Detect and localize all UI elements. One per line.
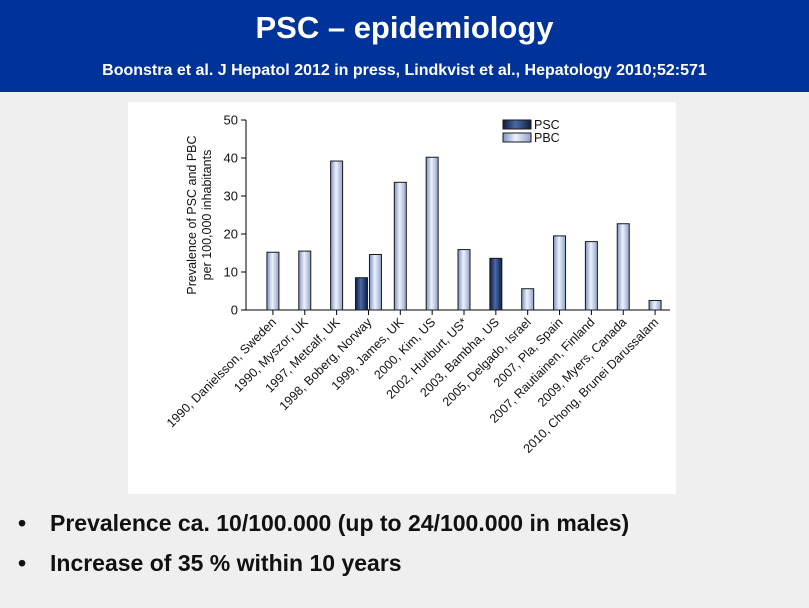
y-axis-label: Prevalence of PSC and PBC [185, 135, 199, 294]
legend-label-pbc: PBC [534, 131, 560, 145]
y-tick-label: 20 [224, 227, 238, 242]
page-title: PSC – epidemiology [255, 10, 554, 45]
chart-panel: 0 10 20 30 40 50 1990, Danielsson, Sweden 1990… [128, 102, 676, 494]
bullet-item: • Increase of 35 % within 10 years [18, 548, 798, 588]
y-tick-label: 40 [224, 151, 238, 166]
y-axis-label: per 100,000 inhabitants [200, 150, 214, 281]
y-tick-label: 0 [231, 303, 238, 318]
bar-pbc [648, 300, 662, 311]
bullet-item: • Prevalence ca. 10/100.000 (up to 24/10… [18, 508, 798, 548]
y-tick-label: 50 [224, 113, 238, 128]
bar-psc [354, 277, 368, 311]
y-tick-label: 30 [224, 189, 238, 204]
legend-swatch-pbc [502, 132, 532, 143]
bar-pbc [266, 251, 280, 311]
bar-pbc [584, 241, 598, 311]
bullet-text: Prevalence ca. 10/100.000 (up to 24/100.… [50, 510, 630, 536]
title-bar: PSC – epidemiology Boonstra et al. J Hep… [0, 0, 809, 92]
bar-pbc [368, 254, 382, 311]
legend-swatch-psc [502, 119, 532, 130]
bar-pbc [330, 160, 344, 311]
page-subtitle: Boonstra et al. J Hepatol 2012 in press,… [102, 62, 707, 79]
y-tick-label: 10 [224, 265, 238, 280]
bar-pbc [616, 223, 630, 311]
bar-pbc [553, 235, 567, 311]
bullet-list: • Prevalence ca. 10/100.000 (up to 24/10… [18, 508, 798, 588]
bar-psc [489, 257, 503, 311]
bar-pbc [457, 249, 471, 311]
bullet-text: Increase of 35 % within 10 years [50, 550, 402, 576]
bar-pbc [425, 156, 439, 311]
legend-label-psc: PSC [534, 118, 560, 132]
bullet-glyph: • [18, 550, 27, 576]
bar-pbc [393, 181, 407, 311]
bar-pbc [298, 250, 312, 311]
bar-pbc [521, 288, 535, 311]
bullet-glyph: • [18, 510, 27, 536]
